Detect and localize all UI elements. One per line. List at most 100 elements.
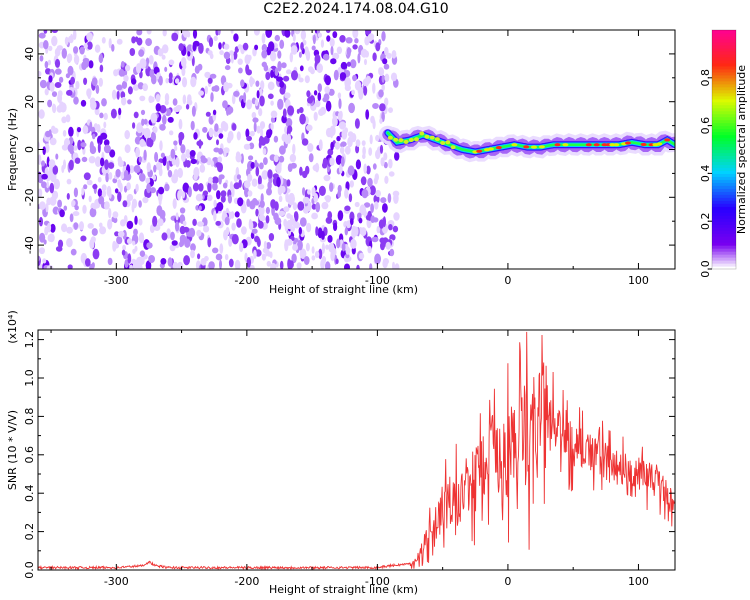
y-tick-label: 0.0 xyxy=(23,561,36,579)
noise-blob xyxy=(200,157,208,164)
noise-blob xyxy=(111,89,117,100)
noise-blob xyxy=(131,202,135,213)
noise-blob xyxy=(280,185,286,193)
track-peak xyxy=(640,142,647,147)
noise-blob xyxy=(140,109,146,116)
noise-blob xyxy=(99,226,107,235)
noise-blob xyxy=(47,234,52,242)
noise-blob xyxy=(348,193,353,203)
noise-blob xyxy=(249,78,254,88)
colorbar-segment xyxy=(712,215,736,219)
noise-blob xyxy=(257,183,265,190)
noise-blob xyxy=(139,58,147,69)
track-peak xyxy=(554,143,561,147)
noise-blob xyxy=(161,44,169,54)
noise-blob xyxy=(352,226,359,237)
noise-blob xyxy=(67,65,74,76)
plot-frame xyxy=(37,329,676,571)
noise-blob xyxy=(372,82,376,94)
noise-blob xyxy=(279,39,285,49)
noise-blob xyxy=(344,227,348,236)
noise-blob xyxy=(243,143,251,150)
noise-blob xyxy=(162,30,167,37)
noise-blob xyxy=(41,173,48,180)
noise-blob xyxy=(297,201,305,211)
noise-blob xyxy=(99,222,103,228)
noise-blob xyxy=(240,79,245,88)
noise-blob xyxy=(113,69,119,77)
noise-blob xyxy=(66,193,70,200)
noise-blob xyxy=(355,159,361,170)
noise-blob xyxy=(227,130,234,141)
noise-blob xyxy=(65,114,71,123)
noise-blob xyxy=(74,205,79,211)
noise-blob xyxy=(246,135,253,142)
track-peak xyxy=(450,145,456,150)
noise-blob xyxy=(312,34,316,45)
noise-blob xyxy=(86,41,93,50)
noise-blob xyxy=(311,186,316,197)
noise-blob xyxy=(224,65,231,71)
noise-blob xyxy=(382,258,389,265)
noise-blob xyxy=(296,262,302,269)
noise-blob xyxy=(66,89,73,96)
noise-region xyxy=(38,30,400,269)
noise-blob xyxy=(375,42,381,52)
noise-blob xyxy=(171,173,179,184)
noise-blob xyxy=(85,258,91,267)
noise-blob xyxy=(57,239,64,248)
noise-blob xyxy=(226,82,233,89)
colorbar-segment xyxy=(712,95,736,100)
noise-blob xyxy=(365,109,370,120)
noise-blob xyxy=(388,224,393,231)
noise-blob xyxy=(202,126,208,133)
noise-blob xyxy=(108,172,113,180)
colorbar-segment xyxy=(712,170,736,174)
track-peak xyxy=(495,146,502,150)
noise-blob xyxy=(149,224,155,233)
noise-blob xyxy=(131,36,136,44)
noise-blob xyxy=(224,216,230,226)
noise-blob xyxy=(294,30,301,35)
noise-blob xyxy=(120,219,126,227)
noise-blob xyxy=(385,241,391,250)
noise-blob xyxy=(46,181,50,189)
noise-blob xyxy=(204,71,211,79)
noise-blob xyxy=(98,77,104,87)
noise-blob xyxy=(217,30,221,36)
noise-blob xyxy=(193,166,200,178)
noise-blob xyxy=(230,30,234,34)
noise-blob xyxy=(222,182,228,189)
noise-blob xyxy=(52,165,59,175)
noise-blob xyxy=(177,167,183,179)
noise-blob xyxy=(311,255,316,261)
noise-blob xyxy=(72,145,78,151)
noise-blob xyxy=(329,38,335,47)
noise-blob xyxy=(337,210,344,222)
noise-blob xyxy=(68,126,74,137)
noise-blob xyxy=(267,81,275,91)
noise-blob xyxy=(190,243,196,252)
track-peak xyxy=(414,137,419,142)
noise-blob xyxy=(383,152,388,161)
noise-blob xyxy=(191,105,196,117)
noise-blob xyxy=(139,138,146,148)
noise-blob xyxy=(166,160,170,171)
noise-blob xyxy=(241,226,247,235)
noise-blob xyxy=(97,176,102,183)
noise-blob xyxy=(254,44,259,51)
noise-blob xyxy=(110,108,117,119)
noise-blob xyxy=(208,37,214,48)
noise-blob xyxy=(168,59,175,66)
noise-blob xyxy=(146,242,153,249)
noise-blob xyxy=(90,236,96,243)
noise-blob xyxy=(38,32,46,39)
noise-blob xyxy=(258,88,263,98)
noise-blob xyxy=(134,36,139,42)
noise-blob xyxy=(274,34,280,42)
noise-blob xyxy=(59,102,67,113)
noise-blob xyxy=(109,149,116,158)
noise-blob xyxy=(152,126,158,134)
colorbar-segment xyxy=(712,200,736,204)
noise-blob xyxy=(73,187,78,198)
